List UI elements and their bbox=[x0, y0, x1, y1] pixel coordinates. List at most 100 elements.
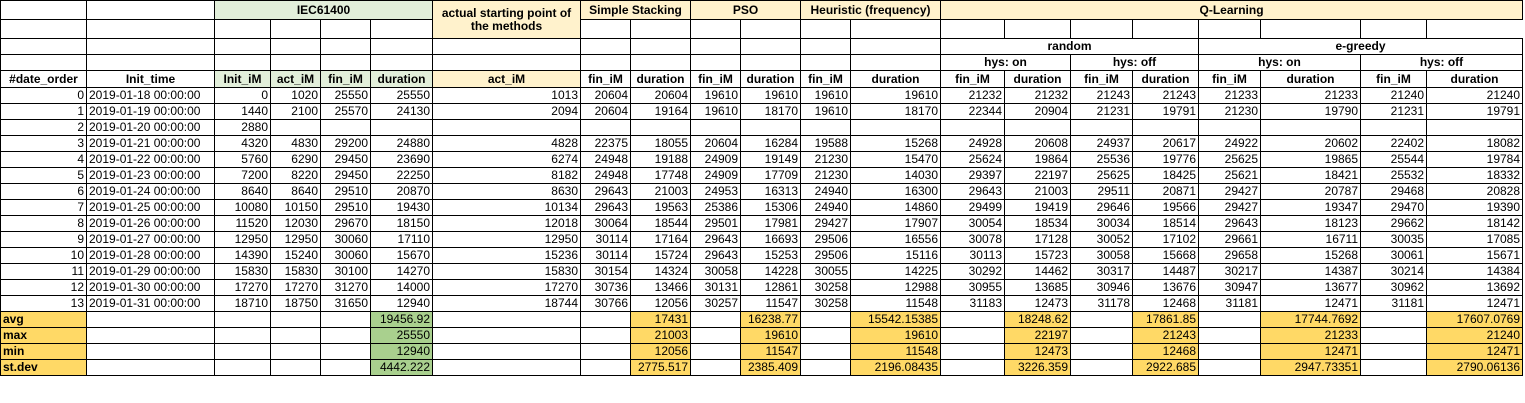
cell[interactable] bbox=[432, 311, 581, 328]
value-cell[interactable]: 30054 bbox=[940, 215, 1006, 232]
cell[interactable] bbox=[270, 343, 321, 360]
random-header[interactable]: random bbox=[940, 38, 1200, 55]
cell[interactable] bbox=[432, 54, 581, 71]
value-cell[interactable]: 30766 bbox=[580, 295, 631, 312]
cell[interactable] bbox=[214, 19, 271, 39]
value-cell[interactable]: 25386 bbox=[690, 199, 742, 216]
cell[interactable] bbox=[320, 343, 371, 360]
value-cell[interactable]: 6274 bbox=[432, 151, 581, 168]
cell[interactable] bbox=[1198, 359, 1262, 376]
stat-value[interactable]: 19456.92 bbox=[370, 311, 433, 328]
value-cell[interactable]: 21233 bbox=[1260, 87, 1362, 104]
cell[interactable] bbox=[432, 343, 581, 360]
row-index-cell[interactable]: 1 bbox=[0, 103, 87, 120]
value-cell[interactable]: 19347 bbox=[1260, 199, 1362, 216]
cell[interactable] bbox=[629, 19, 692, 39]
value-cell[interactable]: 30217 bbox=[1198, 263, 1262, 280]
value-cell[interactable]: 29501 bbox=[690, 215, 742, 232]
value-cell[interactable]: 15268 bbox=[1260, 247, 1362, 264]
stat-value[interactable]: 21240 bbox=[1426, 327, 1524, 344]
value-cell[interactable]: 29643 bbox=[580, 183, 631, 200]
cell[interactable] bbox=[1260, 19, 1362, 39]
stat-value[interactable]: 22197 bbox=[1004, 327, 1072, 344]
value-cell[interactable]: 30113 bbox=[940, 247, 1006, 264]
column-header[interactable]: fin_iM bbox=[1070, 70, 1134, 88]
value-cell[interactable]: 1020 bbox=[270, 87, 321, 104]
value-cell[interactable]: 16300 bbox=[850, 183, 942, 200]
value-cell[interactable] bbox=[1260, 119, 1362, 136]
actual-start-header[interactable]: actual starting point of the methods bbox=[432, 0, 581, 39]
value-cell[interactable]: 14487 bbox=[1132, 263, 1200, 280]
value-cell[interactable]: 21230 bbox=[800, 151, 852, 168]
value-cell[interactable] bbox=[1132, 119, 1200, 136]
value-cell[interactable]: 19419 bbox=[1004, 199, 1072, 216]
cell[interactable] bbox=[740, 54, 802, 71]
value-cell[interactable]: 31178 bbox=[1070, 295, 1134, 312]
cell[interactable] bbox=[0, 54, 87, 71]
cell[interactable] bbox=[1360, 327, 1428, 344]
value-cell[interactable]: 11520 bbox=[214, 215, 271, 232]
stat-label[interactable]: max bbox=[0, 327, 87, 344]
cell[interactable] bbox=[214, 38, 271, 55]
value-cell[interactable]: 29510 bbox=[320, 183, 371, 200]
stat-value[interactable]: 2790.06136 bbox=[1426, 359, 1524, 376]
cell[interactable] bbox=[0, 38, 87, 55]
value-cell[interactable]: 18514 bbox=[1132, 215, 1200, 232]
init-time-cell[interactable]: 2019-01-25 00:00:00 bbox=[86, 199, 215, 216]
stat-value[interactable]: 17861.85 bbox=[1132, 311, 1200, 328]
init-time-cell[interactable]: 2019-01-19 00:00:00 bbox=[86, 103, 215, 120]
value-cell[interactable]: 25550 bbox=[320, 87, 371, 104]
value-cell[interactable]: 19164 bbox=[629, 103, 692, 120]
value-cell[interactable]: 11548 bbox=[850, 295, 942, 312]
value-cell[interactable]: 22375 bbox=[580, 135, 631, 152]
value-cell[interactable]: 18150 bbox=[370, 215, 433, 232]
cell[interactable] bbox=[320, 19, 371, 39]
column-header[interactable]: act_iM bbox=[432, 70, 581, 88]
cell[interactable] bbox=[0, 19, 87, 39]
value-cell[interactable]: 15670 bbox=[370, 247, 433, 264]
cell[interactable] bbox=[629, 54, 692, 71]
value-cell[interactable]: 25536 bbox=[1070, 151, 1134, 168]
value-cell[interactable]: 29427 bbox=[800, 215, 852, 232]
value-cell[interactable]: 13685 bbox=[1004, 279, 1072, 296]
value-cell[interactable]: 21003 bbox=[1004, 183, 1072, 200]
cell[interactable] bbox=[1360, 343, 1428, 360]
value-cell[interactable]: 17270 bbox=[432, 279, 581, 296]
value-cell[interactable]: 15830 bbox=[270, 263, 321, 280]
init-time-cell[interactable]: 2019-01-20 00:00:00 bbox=[86, 119, 215, 136]
value-cell[interactable]: 18170 bbox=[850, 103, 942, 120]
value-cell[interactable]: 20904 bbox=[1004, 103, 1072, 120]
value-cell[interactable]: 25570 bbox=[320, 103, 371, 120]
cell[interactable] bbox=[432, 327, 581, 344]
value-cell[interactable]: 12988 bbox=[850, 279, 942, 296]
column-header[interactable]: duration bbox=[1132, 70, 1200, 88]
value-cell[interactable]: 24909 bbox=[690, 167, 742, 184]
init-time-cell[interactable]: 2019-01-26 00:00:00 bbox=[86, 215, 215, 232]
value-cell[interactable]: 29661 bbox=[1198, 231, 1262, 248]
value-cell[interactable]: 12018 bbox=[432, 215, 581, 232]
value-cell[interactable]: 17128 bbox=[1004, 231, 1072, 248]
value-cell[interactable] bbox=[800, 119, 852, 136]
value-cell[interactable]: 14225 bbox=[850, 263, 942, 280]
cell[interactable] bbox=[86, 19, 215, 39]
stat-value[interactable]: 21003 bbox=[629, 327, 692, 344]
value-cell[interactable]: 15830 bbox=[432, 263, 581, 280]
value-cell[interactable]: 20604 bbox=[629, 87, 692, 104]
value-cell[interactable]: 18750 bbox=[270, 295, 321, 312]
value-cell[interactable] bbox=[432, 119, 581, 136]
value-cell[interactable]: 15671 bbox=[1426, 247, 1524, 264]
value-cell[interactable]: 29470 bbox=[1360, 199, 1428, 216]
value-cell[interactable]: 19776 bbox=[1132, 151, 1200, 168]
cell[interactable] bbox=[850, 38, 942, 55]
value-cell[interactable]: 13692 bbox=[1426, 279, 1524, 296]
value-cell[interactable]: 20604 bbox=[580, 87, 631, 104]
value-cell[interactable]: 19610 bbox=[690, 103, 742, 120]
value-cell[interactable] bbox=[1426, 119, 1524, 136]
cell[interactable] bbox=[690, 38, 742, 55]
cell[interactable] bbox=[580, 54, 631, 71]
value-cell[interactable]: 17110 bbox=[370, 231, 433, 248]
column-header[interactable]: act_iM bbox=[270, 70, 321, 88]
value-cell[interactable]: 24953 bbox=[690, 183, 742, 200]
cell[interactable] bbox=[690, 343, 742, 360]
stat-value[interactable]: 17431 bbox=[629, 311, 692, 328]
